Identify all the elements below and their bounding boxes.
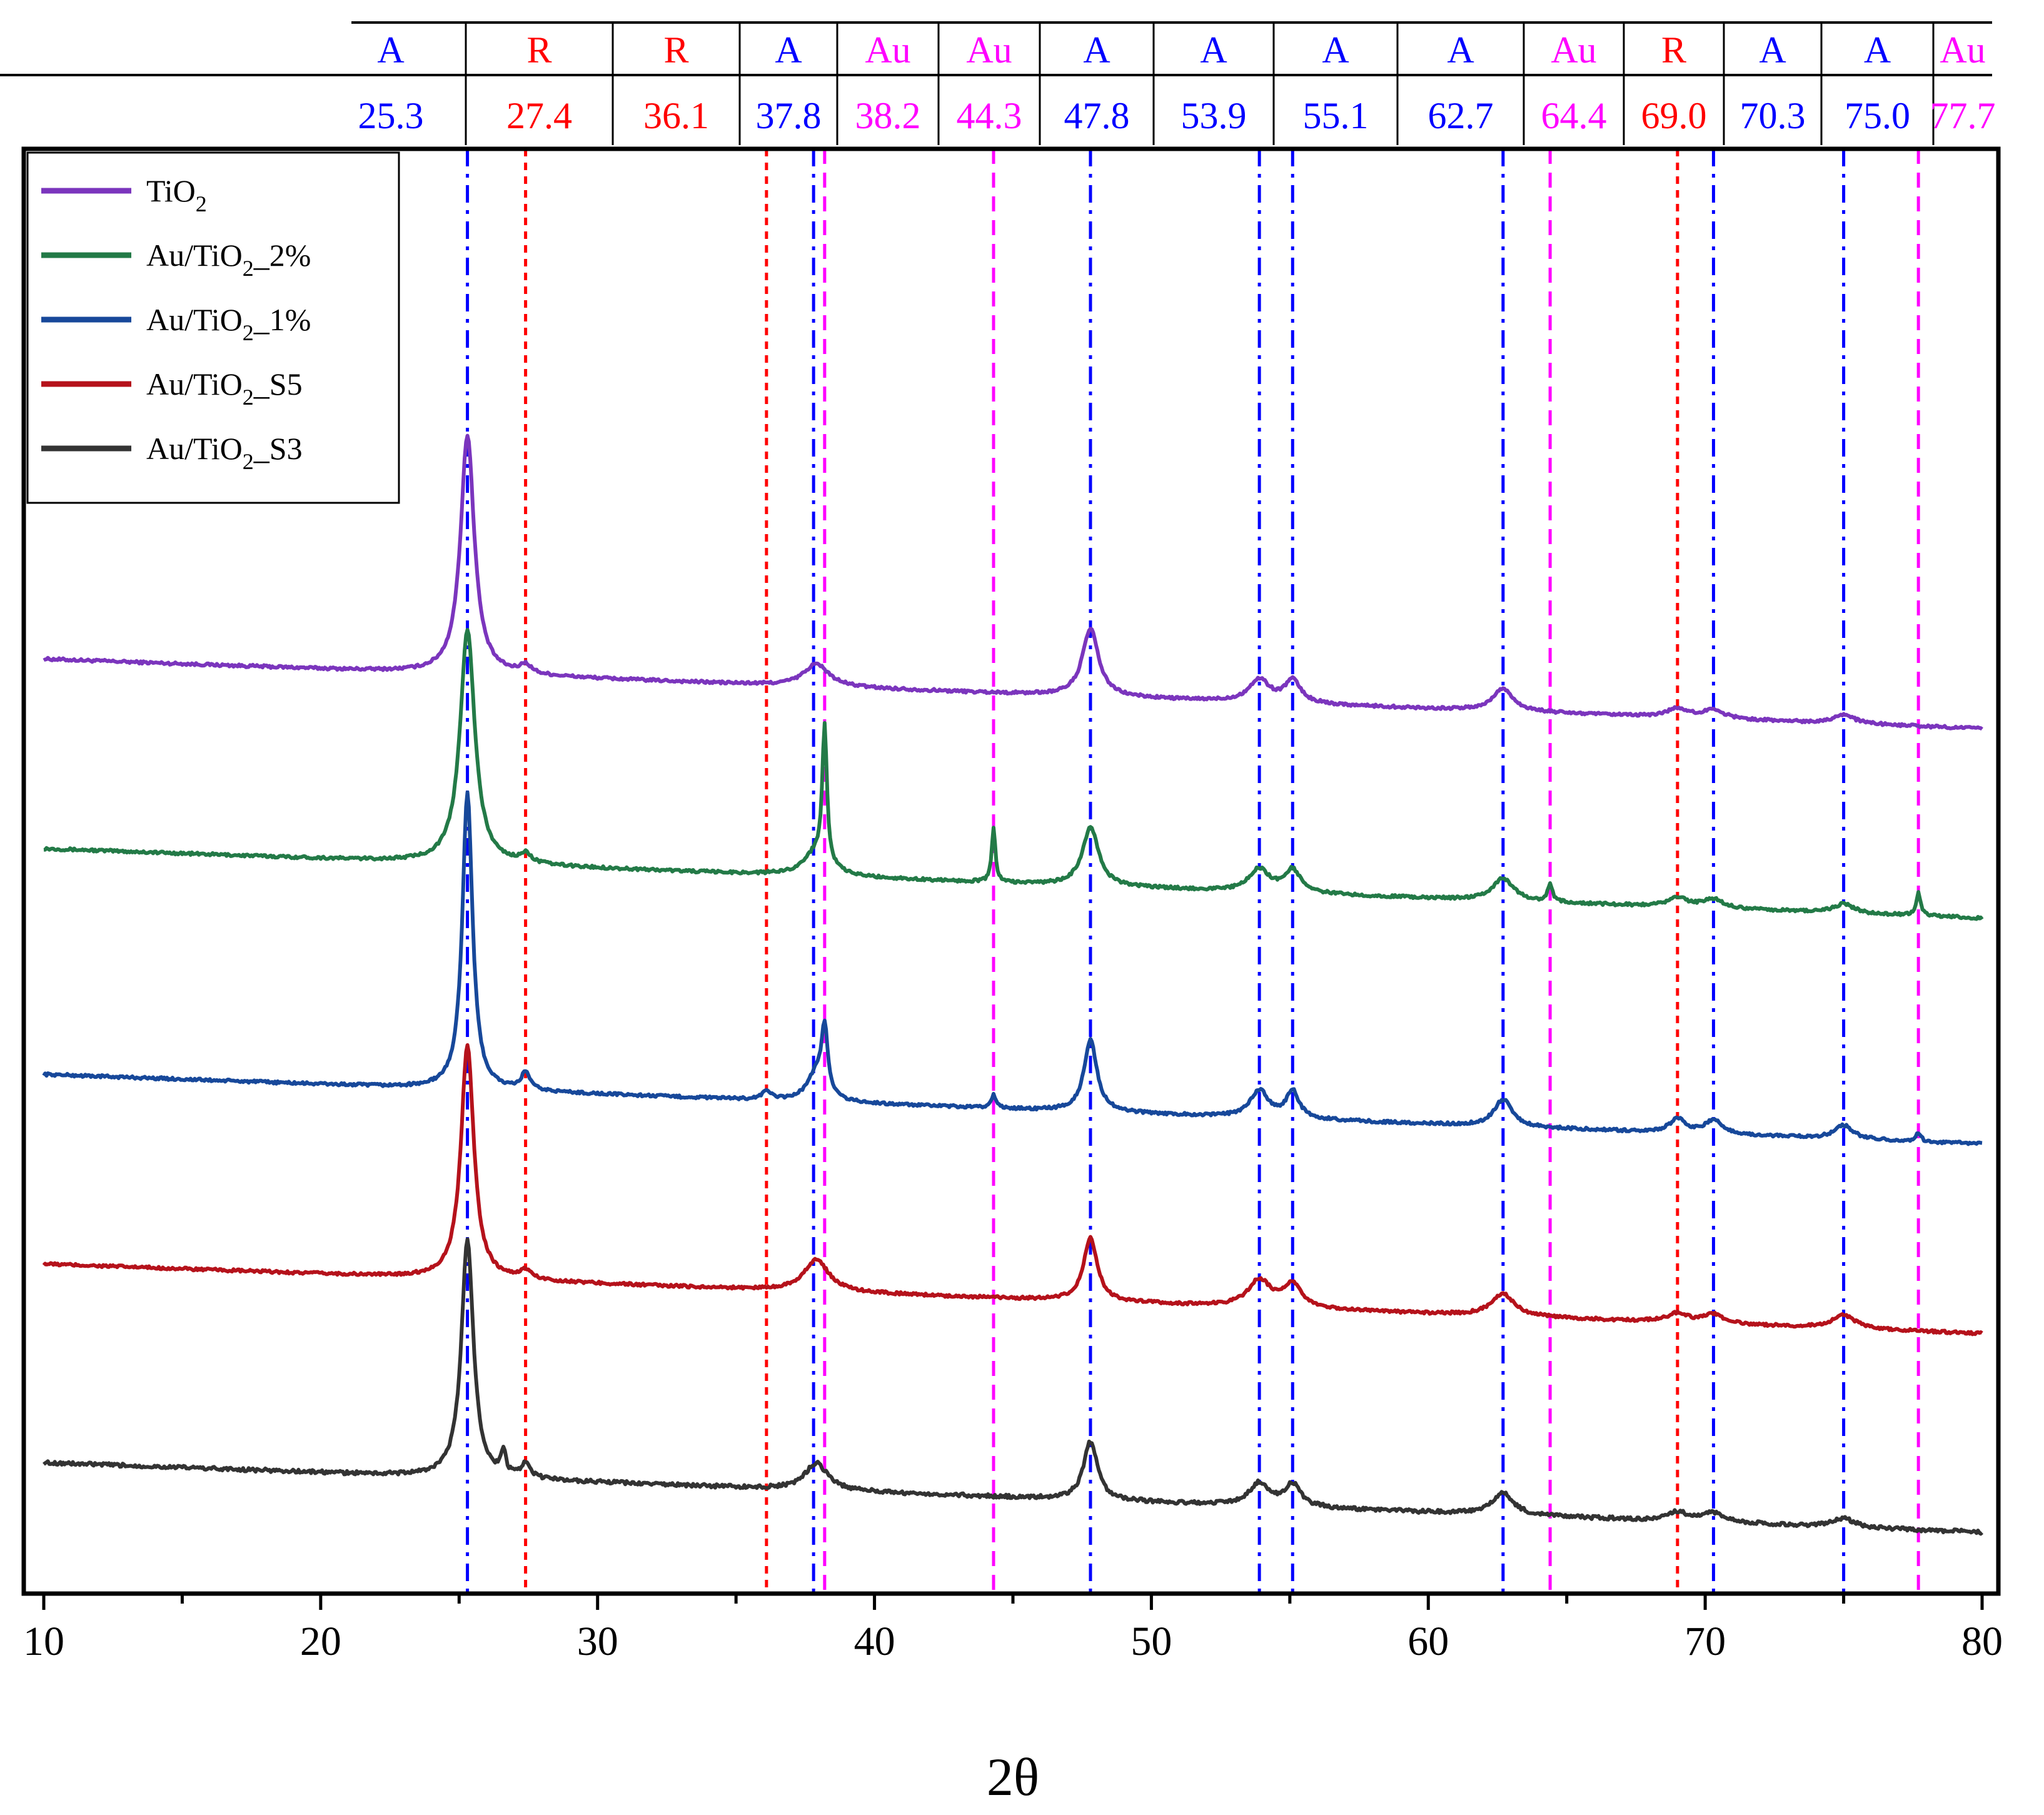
x-tick-label: 50 bbox=[1130, 1619, 1172, 1664]
reference-phase-label: Au bbox=[865, 29, 910, 71]
reference-phase-label: A bbox=[1447, 29, 1474, 71]
reference-position-label: 64.4 bbox=[1541, 95, 1607, 136]
reference-position-label: 44.3 bbox=[957, 95, 1022, 136]
reference-phase-label: Au bbox=[1940, 29, 1985, 71]
legend-label: Au/TiO2_1% bbox=[146, 302, 311, 345]
reference-position-label: 37.8 bbox=[756, 95, 822, 136]
series-lines bbox=[42, 433, 1984, 1536]
legend-label: TiO2 bbox=[146, 173, 207, 216]
reference-position-label: 75.0 bbox=[1845, 95, 1910, 136]
reference-position-label: 55.1 bbox=[1303, 95, 1369, 136]
reference-phase-label: R bbox=[663, 29, 688, 71]
reference-phase-label: A bbox=[1864, 29, 1891, 71]
reference-phase-label: R bbox=[1661, 29, 1686, 71]
x-tick-label: 10 bbox=[23, 1619, 64, 1664]
reference-position-label: 36.1 bbox=[643, 95, 709, 136]
reference-position-label: 77.7 bbox=[1930, 95, 1996, 136]
reference-phase-label: Au bbox=[966, 29, 1012, 71]
reference-position-label: 62.7 bbox=[1428, 95, 1494, 136]
reference-phase-label: Au bbox=[1551, 29, 1596, 71]
x-tick-label: 70 bbox=[1684, 1619, 1726, 1664]
reference-phase-label: A bbox=[1322, 29, 1349, 71]
reference-position-label: 38.2 bbox=[855, 95, 921, 136]
x-tick-label: 20 bbox=[300, 1619, 341, 1664]
series-line-3 bbox=[42, 1043, 1983, 1337]
reference-lines bbox=[466, 149, 1920, 1594]
series-line-4 bbox=[43, 1237, 1984, 1536]
reference-phase-label: A bbox=[1200, 29, 1227, 71]
legend-label: Au/TiO2_S5 bbox=[146, 367, 303, 410]
reference-position-label: 27.4 bbox=[506, 95, 572, 136]
legend: TiO2 Au/TiO2_2% Au/TiO2_1% Au/TiO2_S5 Au/TiO… bbox=[26, 151, 400, 504]
reference-position-label: 69.0 bbox=[1641, 95, 1707, 136]
legend-label: Au/TiO2_S3 bbox=[146, 431, 303, 474]
reference-position-label: 47.8 bbox=[1064, 95, 1130, 136]
reference-phase-label: R bbox=[526, 29, 551, 71]
reference-position-label: 53.9 bbox=[1181, 95, 1247, 136]
reference-phase-label: A bbox=[775, 29, 802, 71]
x-axis-title: 2θ bbox=[987, 1747, 1039, 1807]
reference-table: A 25.3 R 27.4 R 36.1 A 37.8 Au 38.2 Au 44.3 A 47.8 A 53… bbox=[0, 21, 1996, 145]
x-tick-label: 60 bbox=[1407, 1619, 1449, 1664]
series-line-2 bbox=[42, 790, 1983, 1146]
reference-phase-label: A bbox=[1083, 29, 1110, 71]
x-tick-label: 80 bbox=[1961, 1619, 2003, 1664]
series-line-1 bbox=[43, 628, 1984, 921]
reference-phase-label: A bbox=[377, 29, 404, 71]
reference-position-label: 70.3 bbox=[1740, 95, 1806, 136]
legend-label: Au/TiO2_2% bbox=[146, 238, 311, 281]
x-tick-label: 30 bbox=[577, 1619, 618, 1664]
series-line-0 bbox=[43, 433, 1983, 731]
reference-phase-label: A bbox=[1759, 29, 1786, 71]
reference-position-label: 25.3 bbox=[358, 95, 424, 136]
x-axis: 10 20 30 40 50 60 70 80 bbox=[23, 1594, 2003, 1664]
legend-box bbox=[26, 151, 400, 504]
x-tick-label: 40 bbox=[854, 1619, 895, 1664]
plot-frame bbox=[21, 146, 2001, 1596]
